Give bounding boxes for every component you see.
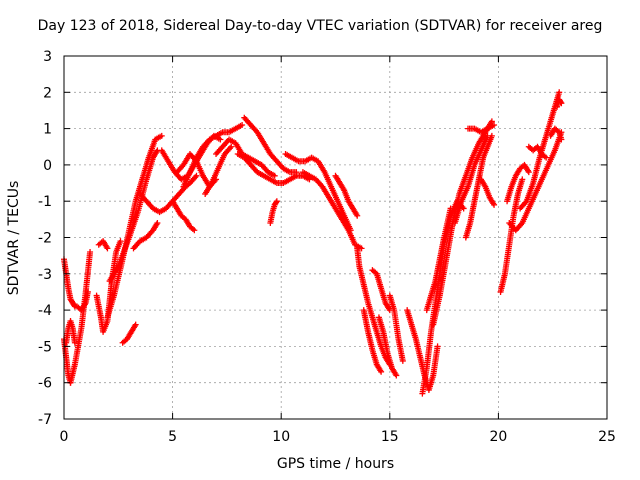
series-track-arc-23 — [299, 169, 365, 252]
x-axis-label: GPS time / hours — [276, 456, 395, 472]
track-markers — [504, 161, 532, 205]
series-track-arc-42 — [525, 143, 550, 161]
series-track-arc-21 — [267, 198, 280, 226]
track-markers — [430, 118, 495, 328]
y-tick-label: -6 — [38, 376, 52, 392]
series-track-arc-34 — [451, 132, 491, 226]
y-tick-label: -2 — [38, 231, 52, 247]
track-markers — [299, 169, 365, 252]
series-track-arc-9 — [106, 147, 161, 285]
x-tick-label: 5 — [168, 429, 177, 445]
series-track-arc-4 — [67, 249, 94, 386]
track-markers — [234, 151, 313, 187]
x-tick-label: 15 — [381, 429, 399, 445]
series-track-arc-26 — [360, 307, 385, 375]
series-track-arc-37 — [478, 176, 498, 208]
track-markers — [547, 125, 565, 143]
series-track-arc-14 — [169, 198, 198, 234]
series-track-arc-22 — [282, 151, 354, 234]
track-markers — [451, 132, 491, 226]
y-tick-label: -1 — [38, 194, 52, 210]
series-track-arc-31 — [419, 198, 467, 397]
track-markers — [67, 249, 94, 386]
series-track-arc-3 — [63, 317, 78, 346]
series-track-arc-43 — [547, 125, 565, 143]
track-markers — [354, 245, 393, 368]
track-markers — [130, 219, 161, 252]
track-markers — [375, 314, 400, 379]
x-tick-label: 10 — [272, 429, 290, 445]
track-markers — [369, 267, 393, 314]
track-markers — [63, 317, 78, 346]
series-track-arc-44 — [554, 96, 565, 110]
track-markers — [554, 96, 565, 110]
x-tick-label: 0 — [60, 429, 69, 445]
track-markers — [241, 114, 300, 176]
series-track-arc-10 — [119, 321, 139, 346]
y-axis-label: SDTVAR / TECUs — [6, 180, 22, 296]
series-track-arc-40 — [506, 129, 565, 234]
track-markers — [106, 147, 161, 285]
series-track-arc-39 — [504, 161, 532, 205]
y-tick-label: -7 — [38, 412, 52, 428]
series-track-arc-25 — [354, 245, 393, 368]
track-markers — [423, 205, 454, 314]
series-track-arc-28 — [375, 314, 400, 379]
series-track-arc-16 — [180, 121, 246, 190]
track-markers — [180, 121, 246, 190]
track-markers — [267, 198, 280, 226]
series-track-arc-27 — [369, 267, 393, 314]
series-track-arc-24 — [332, 172, 361, 219]
series-track-arc-20 — [234, 151, 313, 187]
track-markers — [360, 307, 385, 375]
series-track-arc-7 — [95, 238, 111, 252]
track-markers — [332, 172, 361, 219]
series-track-arc-18 — [213, 136, 278, 179]
y-tick-label: 1 — [43, 122, 52, 138]
track-markers — [464, 121, 498, 136]
chart-title: Day 123 of 2018, Sidereal Day-to-day VTE… — [37, 18, 603, 34]
data-markers — [61, 89, 565, 397]
axis-ticks — [63, 55, 608, 420]
track-markers — [74, 288, 91, 314]
y-tick-label: 3 — [43, 49, 52, 65]
series-track-arc-19 — [241, 114, 300, 176]
series-track-arc-17 — [202, 143, 235, 197]
y-tick-label: 2 — [43, 85, 52, 101]
track-markers — [282, 151, 354, 234]
y-tick-label: -3 — [38, 267, 52, 283]
track-markers — [202, 143, 235, 197]
track-markers — [95, 238, 111, 252]
series-track-arc-11 — [130, 219, 161, 252]
y-tick-label: -4 — [38, 303, 52, 319]
x-tick-label: 25 — [598, 429, 616, 445]
series-track-arc-29 — [386, 292, 406, 364]
track-markers — [386, 292, 406, 364]
series-track-arc-5 — [74, 288, 91, 314]
series-track-arc-33 — [430, 118, 495, 328]
series-track-arc-35 — [462, 132, 495, 241]
track-markers — [213, 136, 278, 179]
track-markers — [169, 198, 198, 234]
track-markers — [419, 198, 467, 397]
x-tick-label: 20 — [489, 429, 507, 445]
series-track-arc-36 — [464, 121, 498, 136]
y-tick-label: 0 — [43, 158, 52, 174]
track-markers — [462, 132, 495, 241]
track-markers — [119, 321, 139, 346]
series-track-arc-32 — [423, 205, 454, 314]
y-tick-label: -5 — [38, 339, 52, 355]
track-markers — [478, 176, 498, 208]
track-markers — [525, 143, 550, 161]
track-markers — [506, 129, 565, 234]
